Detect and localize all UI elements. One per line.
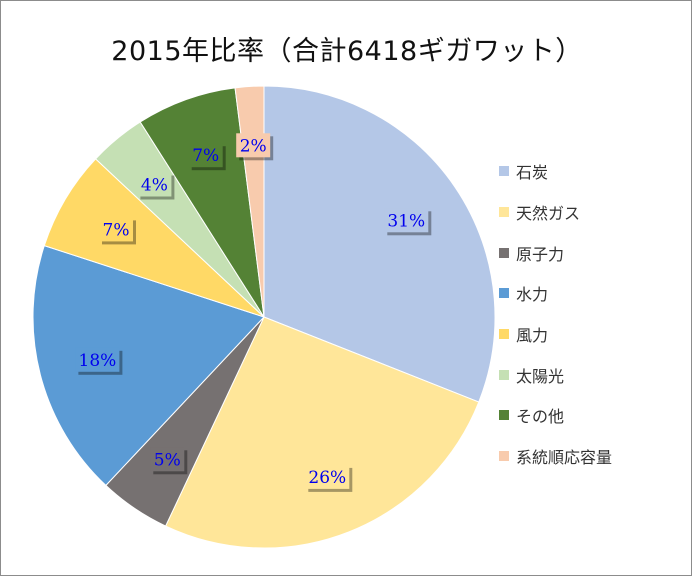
legend-label: 石炭 [516, 163, 549, 183]
data-label-3: 18% [75, 347, 123, 375]
data-label-text-7: 2% [240, 136, 267, 156]
legend-label: 水力 [516, 285, 549, 305]
legend-swatch [499, 288, 509, 299]
data-label-4: 7% [99, 217, 136, 245]
data-label-1: 26% [305, 464, 353, 492]
legend-item-1: 天然ガス [499, 192, 612, 233]
data-label-text-2: 5% [154, 450, 181, 470]
legend-label: 天然ガス [516, 204, 581, 224]
pie-slice-6 [139, 87, 265, 318]
legend-swatch [499, 410, 509, 421]
chart-title: 2015年比率（合計6418ギガワット） [111, 36, 583, 67]
legend-item-4: 風力 [499, 314, 612, 355]
legend-label: 太陽光 [516, 366, 565, 386]
legend-swatch [499, 451, 509, 462]
pie-slice-1 [164, 316, 480, 549]
legend-label: その他 [516, 407, 565, 427]
legend-swatch [499, 369, 509, 380]
legend-label: 原子力 [516, 244, 565, 264]
legend-swatch [499, 166, 509, 177]
legend-item-6: その他 [499, 395, 612, 436]
legend-item-7: 系統順応容量 [499, 436, 612, 477]
data-label-text-3: 18% [79, 351, 117, 371]
legend-swatch [499, 247, 509, 258]
pie-slice-4 [43, 158, 265, 318]
data-label-2: 5% [150, 447, 188, 475]
data-label-text-5: 4% [141, 176, 168, 196]
data-label-0: 31% [384, 208, 432, 236]
data-label-text-4: 7% [103, 220, 130, 240]
data-label-7: 2% [236, 133, 274, 161]
data-label-text-0: 31% [387, 211, 425, 231]
pie-slice-0 [263, 85, 496, 403]
legend-item-0: 石炭 [499, 151, 612, 192]
legend-item-2: 原子力 [499, 232, 612, 273]
legend-item-5: 太陽光 [499, 354, 612, 395]
data-label-6: 7% [188, 143, 226, 171]
legend-label: 系統順応容量 [516, 448, 613, 468]
legend: 石炭天然ガス原子力水力風力太陽光その他系統順応容量 [499, 151, 612, 477]
pie-slice-3 [32, 244, 265, 487]
data-label-text-1: 26% [308, 468, 346, 488]
legend-label: 風力 [516, 326, 549, 346]
legend-item-3: 水力 [499, 273, 612, 314]
data-label-5: 4% [137, 172, 175, 200]
data-label-text-6: 7% [192, 146, 219, 166]
legend-swatch [499, 329, 509, 340]
legend-swatch [499, 207, 509, 218]
